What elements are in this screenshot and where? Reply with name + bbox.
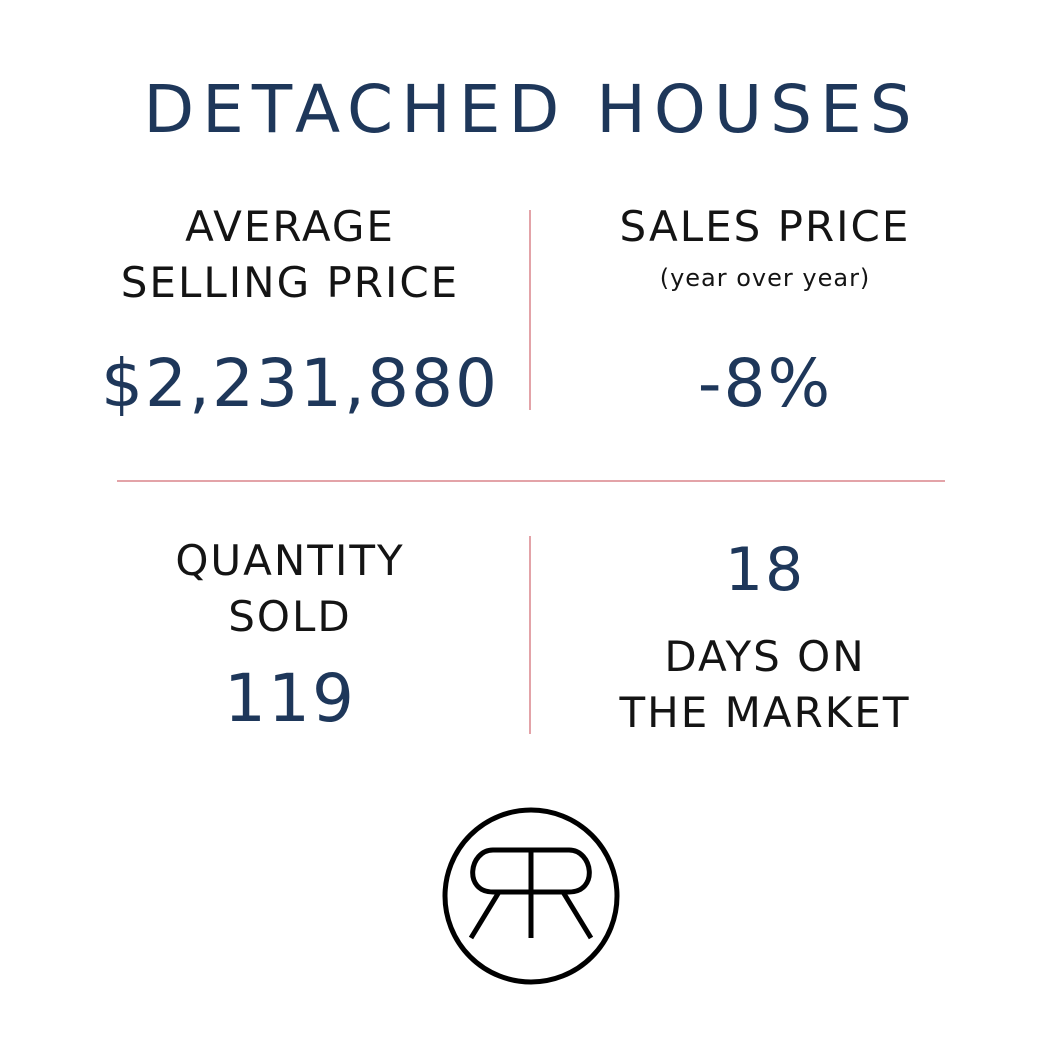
avg-price-label-line2: SELLING PRICE bbox=[120, 258, 460, 307]
divider-vertical-top bbox=[529, 210, 531, 410]
avg-price-label-line1: AVERAGE bbox=[185, 202, 395, 251]
page-title: DETACHED HOUSES bbox=[143, 71, 920, 148]
quantity-label-line1: QUANTITY bbox=[175, 536, 405, 585]
avg-price-value: $2,231,880 bbox=[101, 345, 499, 422]
days-label-line1: DAYS ON bbox=[664, 632, 866, 681]
quantity-label-line2: SOLD bbox=[228, 592, 352, 641]
days-value: 18 bbox=[724, 535, 806, 605]
rr-logo-icon bbox=[442, 807, 620, 985]
divider-horizontal bbox=[117, 480, 945, 482]
divider-vertical-bottom bbox=[529, 536, 531, 734]
quantity-value: 119 bbox=[224, 660, 356, 737]
rr-monogram-logo bbox=[441, 806, 621, 986]
days-label-line2: THE MARKET bbox=[619, 688, 911, 737]
sales-price-sublabel: (year over year) bbox=[659, 264, 871, 292]
sales-price-value: -8% bbox=[697, 345, 833, 422]
sales-price-label: SALES PRICE bbox=[619, 202, 911, 251]
